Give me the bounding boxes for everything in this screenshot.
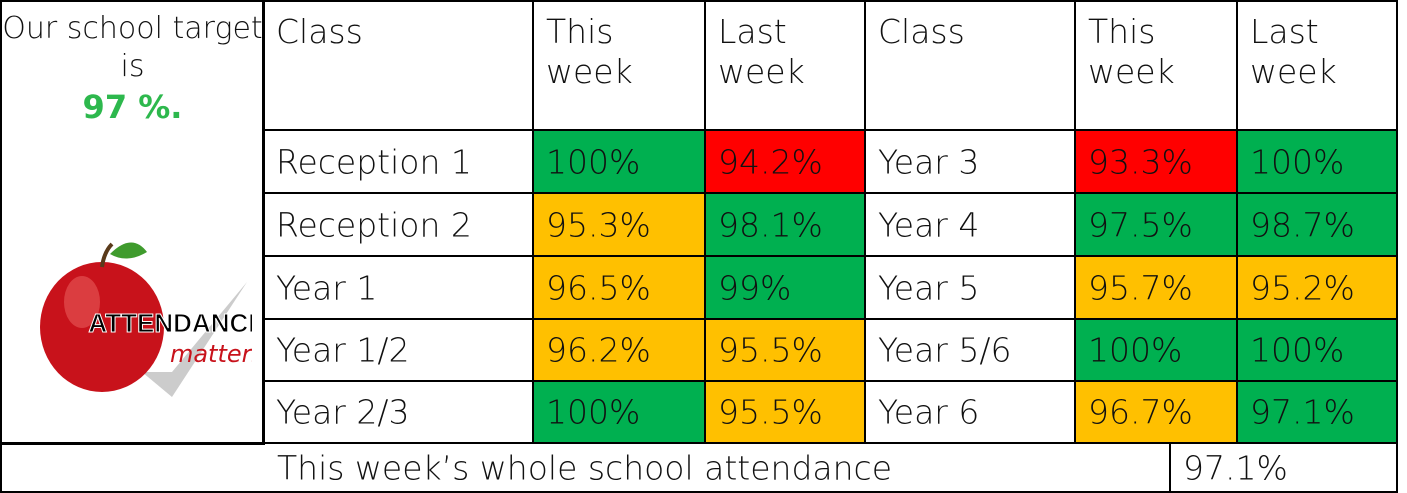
class-cell: Reception 2 xyxy=(262,192,534,257)
percent-cell: 96.7% xyxy=(1074,380,1238,444)
percent-cell: 96.5% xyxy=(532,255,706,320)
header-cell-text: Class xyxy=(878,12,1018,52)
class-cell-text: Reception 2 xyxy=(276,205,472,244)
class-cell: Year 2/3 xyxy=(262,380,534,444)
percent-cell: 96.2% xyxy=(532,318,706,382)
percent-cell-text: 98.7% xyxy=(1250,205,1355,244)
target-cell: Our school target is 97 %. ATTENDANCE ma… xyxy=(0,0,265,445)
percent-cell: 97.5% xyxy=(1074,192,1238,257)
class-cell: Year 1 xyxy=(262,255,534,320)
percent-cell: 95.5% xyxy=(704,380,866,444)
attendance-board: Our school target is 97 %. ATTENDANCE ma… xyxy=(0,0,1407,493)
header-cell: Class xyxy=(864,0,1076,131)
percent-cell-text: 95.5% xyxy=(718,393,823,432)
percent-cell-text: 96.2% xyxy=(546,331,651,370)
logo-subtitle: matters xyxy=(170,340,252,368)
percent-cell-text: 93.3% xyxy=(1088,142,1193,181)
percent-cell: 98.7% xyxy=(1236,192,1398,257)
class-cell-text: Year 3 xyxy=(878,142,979,181)
percent-cell: 95.5% xyxy=(704,318,866,382)
percent-cell: 95.3% xyxy=(532,192,706,257)
class-cell: Year 4 xyxy=(864,192,1076,257)
percent-cell: 94.2% xyxy=(704,129,866,194)
class-cell-text: Reception 1 xyxy=(276,142,472,181)
percent-cell-text: 100% xyxy=(1088,331,1182,370)
percent-cell: 98.1% xyxy=(704,192,866,257)
percent-cell-text: 100% xyxy=(1250,331,1344,370)
percent-cell-text: 96.7% xyxy=(1088,393,1193,432)
class-cell-text: Year 1/2 xyxy=(276,331,409,370)
percent-cell: 97.1% xyxy=(1236,380,1398,444)
percent-cell-text: 97.5% xyxy=(1088,205,1193,244)
footer-value: 97.1% xyxy=(1169,442,1398,493)
class-cell-text: Year 6 xyxy=(878,393,979,432)
percent-cell-text: 99% xyxy=(718,268,791,307)
percent-cell: 95.2% xyxy=(1236,255,1398,320)
header-cell-text: Last week xyxy=(1250,12,1390,92)
class-cell-text: Year 2/3 xyxy=(276,393,409,432)
target-text: Our school target is xyxy=(2,2,263,86)
header-cell: This week xyxy=(532,0,706,131)
percent-cell-text: 95.3% xyxy=(546,205,651,244)
percent-cell: 100% xyxy=(532,129,706,194)
percent-cell-text: 98.1% xyxy=(718,205,823,244)
footer-value-text: 97.1% xyxy=(1183,448,1288,487)
percent-cell: 100% xyxy=(532,380,706,444)
header-cell-text: This week xyxy=(1088,12,1228,92)
class-cell-text: Year 5/6 xyxy=(878,331,1011,370)
class-cell-text: Year 4 xyxy=(878,205,979,244)
header-cell: Last week xyxy=(1236,0,1398,131)
percent-cell-text: 100% xyxy=(546,142,640,181)
class-cell: Year 5/6 xyxy=(864,318,1076,382)
class-cell-text: Year 5 xyxy=(878,268,979,307)
percent-cell: 100% xyxy=(1236,129,1398,194)
class-cell-text: Year 1 xyxy=(276,268,377,307)
header-cell: This week xyxy=(1074,0,1238,131)
footer-label-text: This week’s whole school attendance xyxy=(277,448,892,487)
percent-cell-text: 100% xyxy=(1250,142,1344,181)
class-cell: Year 6 xyxy=(864,380,1076,444)
header-cell-text: Last week xyxy=(718,12,858,92)
target-value: 97 %. xyxy=(2,88,263,126)
header-cell-text: This week xyxy=(546,12,686,92)
percent-cell: 95.7% xyxy=(1074,255,1238,320)
percent-cell: 100% xyxy=(1236,318,1398,382)
percent-cell: 93.3% xyxy=(1074,129,1238,194)
footer-label: This week’s whole school attendance xyxy=(0,442,1171,493)
percent-cell-text: 97.1% xyxy=(1250,393,1355,432)
header-cell-text: Class xyxy=(276,12,416,52)
percent-cell-text: 95.5% xyxy=(718,331,823,370)
logo: ATTENDANCE matters xyxy=(22,232,252,402)
percent-cell-text: 95.2% xyxy=(1250,268,1355,307)
percent-cell: 99% xyxy=(704,255,866,320)
header-cell: Class xyxy=(262,0,534,131)
percent-cell-text: 100% xyxy=(546,393,640,432)
class-cell: Reception 1 xyxy=(262,129,534,194)
percent-cell-text: 96.5% xyxy=(546,268,651,307)
logo-title: ATTENDANCE xyxy=(88,308,252,338)
header-cell: Last week xyxy=(704,0,866,131)
percent-cell-text: 95.7% xyxy=(1088,268,1193,307)
class-cell: Year 1/2 xyxy=(262,318,534,382)
class-cell: Year 3 xyxy=(864,129,1076,194)
class-cell: Year 5 xyxy=(864,255,1076,320)
percent-cell: 100% xyxy=(1074,318,1238,382)
percent-cell-text: 94.2% xyxy=(718,142,823,181)
